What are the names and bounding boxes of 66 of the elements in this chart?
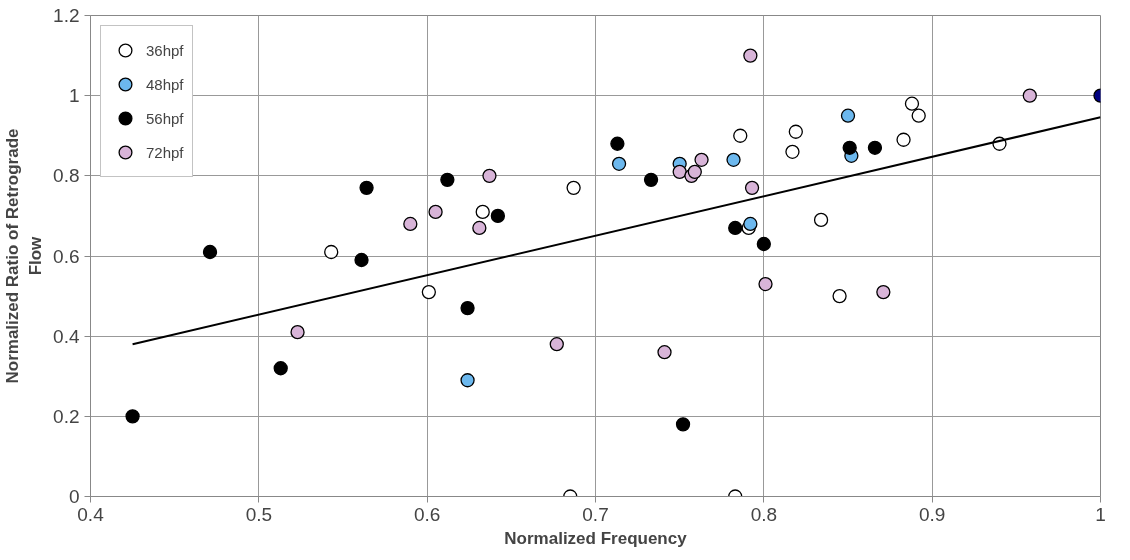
point <box>687 164 702 179</box>
point <box>549 337 564 352</box>
point <box>421 284 436 300</box>
point <box>756 236 771 252</box>
point <box>842 140 857 155</box>
y-tick-label: 0.2 <box>53 405 80 427</box>
point <box>694 152 709 167</box>
point <box>324 244 339 260</box>
point <box>566 180 581 195</box>
point <box>911 108 926 123</box>
point <box>840 108 856 123</box>
legend-label: 56hpf <box>146 109 184 127</box>
point <box>813 212 829 228</box>
y-tick-label: 1.2 <box>53 5 80 26</box>
point <box>744 180 760 195</box>
y-axis-title: Normalized Ratio of Retrograde Flow <box>3 128 46 384</box>
point <box>482 168 497 183</box>
y-tick-label: 0 <box>68 486 80 507</box>
x-tick-label: 0.9 <box>918 503 946 525</box>
x-tick-label: 0.7 <box>582 503 609 525</box>
point <box>273 361 288 376</box>
y-tick-label: 0.8 <box>53 165 80 187</box>
point <box>785 144 800 159</box>
point <box>728 220 743 236</box>
point <box>125 409 140 424</box>
x-tick-label: 0.6 <box>413 503 441 525</box>
point <box>440 172 455 187</box>
x-tick-label: 0.5 <box>245 503 273 525</box>
legend-label: 72hpf <box>146 143 184 161</box>
point <box>1022 88 1037 103</box>
point <box>460 373 475 388</box>
point <box>867 140 883 155</box>
point <box>876 284 891 300</box>
point <box>643 172 659 187</box>
point <box>475 204 490 220</box>
point <box>832 288 847 304</box>
x-tick-label: 1 <box>1095 503 1106 525</box>
point <box>611 156 627 171</box>
point <box>657 345 672 360</box>
point <box>290 325 305 340</box>
x-axis-title: Normalized Frequency <box>504 528 688 548</box>
y-tick-label: 0.4 <box>53 325 80 347</box>
legend-label: 36hpf <box>146 41 184 59</box>
point <box>896 132 911 147</box>
point <box>726 152 741 167</box>
point <box>472 220 487 236</box>
point <box>743 216 758 232</box>
point <box>403 216 418 232</box>
point <box>675 417 691 432</box>
legend-label: 48hpf <box>146 75 184 93</box>
point <box>428 204 443 220</box>
point <box>672 164 687 179</box>
point <box>202 244 218 260</box>
x-tick-label: 0.8 <box>750 503 778 525</box>
point <box>490 208 506 224</box>
y-tick-label: 1 <box>68 85 80 107</box>
point <box>743 48 758 63</box>
point <box>758 276 773 292</box>
point <box>904 96 920 111</box>
point <box>354 252 369 268</box>
point <box>733 128 748 143</box>
point <box>359 180 374 195</box>
point <box>610 136 625 151</box>
y-tick-label: 0.6 <box>53 245 80 267</box>
point <box>788 124 803 139</box>
point <box>460 300 475 316</box>
